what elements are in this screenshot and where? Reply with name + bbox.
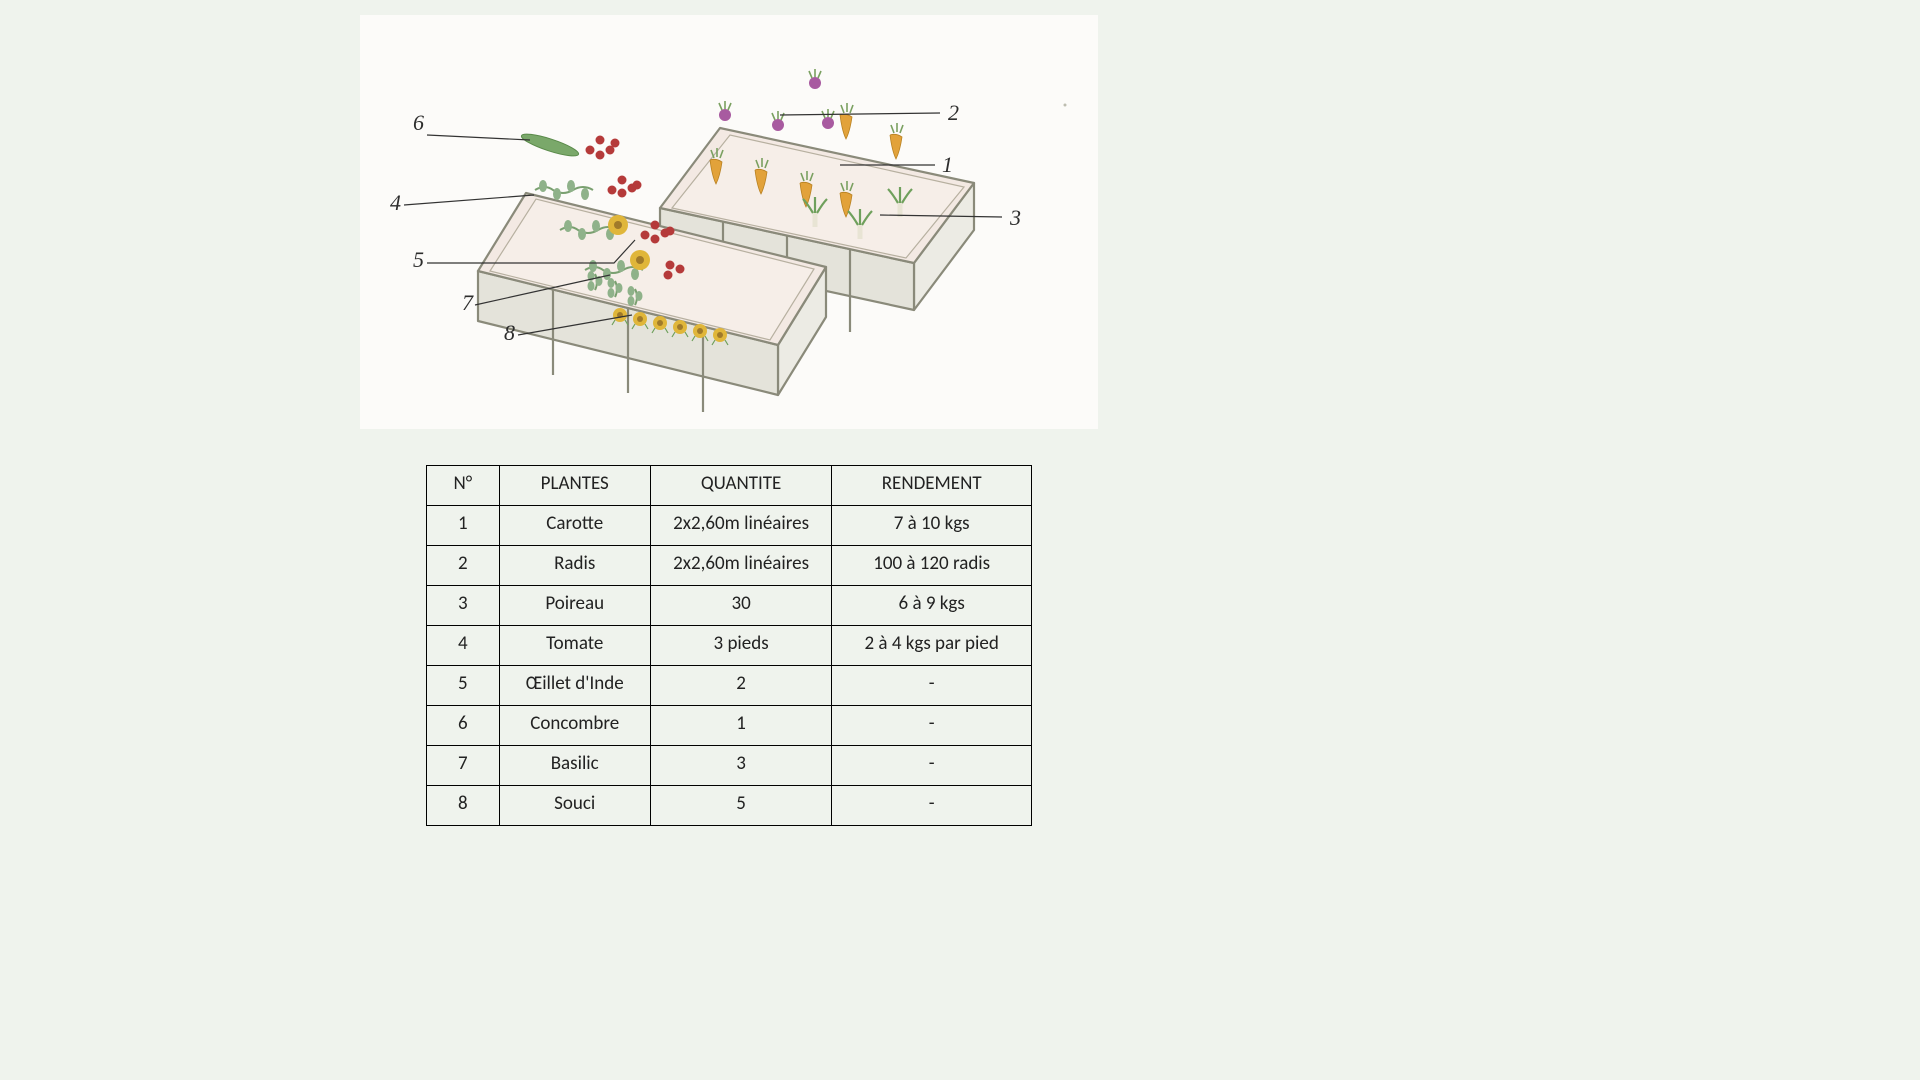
table-cell: 4 [427,626,500,666]
col-plant: PLANTES [499,466,650,506]
table-cell: - [832,786,1032,826]
svg-text:4: 4 [390,190,401,215]
table-cell: 30 [650,586,832,626]
table-row: 8Souci5- [427,786,1032,826]
table-cell: - [832,666,1032,706]
table-row: 2Radis2x2,60m linéaires100 à 120 radis [427,546,1032,586]
table-cell: Tomate [499,626,650,666]
plants-table: N° PLANTES QUANTITE RENDEMENT 1Carotte2x… [426,465,1032,826]
col-yield: RENDEMENT [832,466,1032,506]
svg-text:7: 7 [462,290,474,315]
table-cell: 3 [427,586,500,626]
table-cell: 1 [427,506,500,546]
table-cell: 6 [427,706,500,746]
table-cell: Radis [499,546,650,586]
table-cell: 2 [427,546,500,586]
table-cell: - [832,706,1032,746]
garden-svg: 6 4 5 7 8 2 1 3 [360,15,1098,429]
table-cell: Basilic [499,746,650,786]
table-cell: 3 pieds [650,626,832,666]
table-cell: 7 [427,746,500,786]
plants-table-wrap: N° PLANTES QUANTITE RENDEMENT 1Carotte2x… [426,465,1032,826]
svg-text:3: 3 [1009,205,1021,230]
table-cell: Concombre [499,706,650,746]
table-cell: Carotte [499,506,650,546]
svg-text:8: 8 [504,320,515,345]
col-num: N° [427,466,500,506]
table-cell: 2 à 4 kgs par pied [832,626,1032,666]
table-cell: 100 à 120 radis [832,546,1032,586]
svg-text:5: 5 [413,247,424,272]
svg-text:2: 2 [948,100,959,125]
table-row: 1Carotte2x2,60m linéaires7 à 10 kgs [427,506,1032,546]
table-cell: 2x2,60m linéaires [650,506,832,546]
svg-text:6: 6 [413,110,424,135]
table-cell: 5 [427,666,500,706]
garden-illustration: 6 4 5 7 8 2 1 3 [360,15,1098,429]
table-cell: Œillet d'Inde [499,666,650,706]
table-row: 3Poireau306 à 9 kgs [427,586,1032,626]
page: 64578213 N° PLANTES QUANTITE RENDEMENT 1… [0,0,1920,1080]
table-cell: 5 [650,786,832,826]
table-cell: 1 [650,706,832,746]
table-cell: Souci [499,786,650,826]
table-cell: 6 à 9 kgs [832,586,1032,626]
table-cell: 3 [650,746,832,786]
table-cell: Poireau [499,586,650,626]
table-row: 4Tomate3 pieds2 à 4 kgs par pied [427,626,1032,666]
table-cell: 8 [427,786,500,826]
table-row: 7Basilic3- [427,746,1032,786]
table-body: 1Carotte2x2,60m linéaires7 à 10 kgs2Radi… [427,506,1032,826]
table-header-row: N° PLANTES QUANTITE RENDEMENT [427,466,1032,506]
table-cell: - [832,746,1032,786]
table-row: 5Œillet d'Inde2- [427,666,1032,706]
table-cell: 2x2,60m linéaires [650,546,832,586]
table-row: 6Concombre1- [427,706,1032,746]
table-cell: 7 à 10 kgs [832,506,1032,546]
svg-text:1: 1 [942,152,953,177]
col-qty: QUANTITE [650,466,832,506]
table-cell: 2 [650,666,832,706]
